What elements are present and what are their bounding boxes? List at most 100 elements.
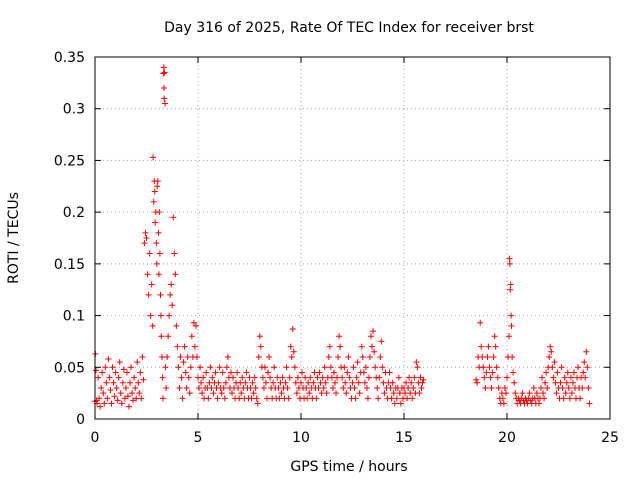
data-point [210,390,217,397]
data-point [409,395,416,402]
data-point [114,397,121,404]
data-point [104,395,111,402]
data-point [283,364,290,371]
data-point [192,322,199,329]
data-point [501,384,508,391]
data-point [418,384,425,391]
data-point [289,326,296,333]
data-point [136,390,143,397]
data-point [267,374,274,381]
data-point [403,379,410,386]
data-point [486,364,493,371]
data-point [484,353,491,360]
data-point [315,384,322,391]
data-point [341,364,348,371]
data-point [364,395,371,402]
y-tick-label: 0.3 [63,102,85,118]
data-point [209,374,216,381]
data-point [535,400,542,407]
data-point [533,390,540,397]
data-point [160,70,167,77]
y-tick-label: 0.15 [54,257,85,273]
data-point [313,395,320,402]
data-point [361,379,368,386]
data-point [480,364,487,371]
data-point [491,333,498,340]
data-point [146,250,153,257]
data-point [193,353,200,360]
data-point [376,374,383,381]
data-point [557,379,564,386]
grid [95,57,610,419]
data-point [499,395,506,402]
data-point [567,374,574,381]
data-point [552,379,559,386]
data-point [358,343,365,350]
y-tick-label: 0.35 [54,50,85,66]
data-point [564,369,571,376]
data-point [155,271,162,278]
data-point [222,379,229,386]
data-point [147,312,154,319]
data-point [362,364,369,371]
data-point [264,395,271,402]
data-point [319,374,326,381]
data-point [321,364,328,371]
data-point [227,369,234,376]
y-tick-label: 0.2 [63,205,85,221]
data-point [512,390,519,397]
data-point [188,333,195,340]
data-point [307,374,314,381]
data-point [473,376,480,383]
data-point [506,255,513,262]
data-point [152,219,159,226]
data-point [150,198,157,205]
data-point [565,384,572,391]
x-tick-labels: 0 5 10 15 20 25 [91,430,619,446]
data-point [372,364,379,371]
data-point [102,364,109,371]
data-point [219,369,226,376]
data-point [156,250,163,257]
data-point [212,369,219,376]
data-point [184,353,191,360]
data-point [149,322,156,329]
data-point [117,390,124,397]
data-point [380,379,387,386]
data-point [205,395,212,402]
axis-ticks [94,56,611,420]
data-point [495,384,502,391]
x-tick-label: 10 [292,430,310,446]
data-point [500,400,507,407]
data-point [413,359,420,366]
data-point [110,379,117,386]
data-point [185,374,192,381]
data-point [526,390,533,397]
data-point [131,374,138,381]
data-point [162,364,169,371]
data-point [230,374,237,381]
data-point [182,369,189,376]
data-point [479,353,486,360]
data-point [236,395,243,402]
data-point [158,353,165,360]
data-point [180,359,187,366]
data-point [402,390,409,397]
data-point [396,390,403,397]
data-point [405,384,412,391]
data-point [195,374,201,381]
data-point [488,384,495,391]
data-point [266,353,273,360]
data-point [254,400,261,407]
chart-title: Day 316 of 2025, Rate Of TEC Index for r… [164,20,534,36]
data-point [327,364,334,371]
data-point [151,188,158,195]
data-point [250,390,257,397]
data-point [417,374,424,381]
data-point [173,322,180,329]
data-point [584,364,591,371]
data-point [101,400,108,407]
data-point [170,214,177,221]
data-point [235,384,242,391]
data-point [477,319,484,326]
